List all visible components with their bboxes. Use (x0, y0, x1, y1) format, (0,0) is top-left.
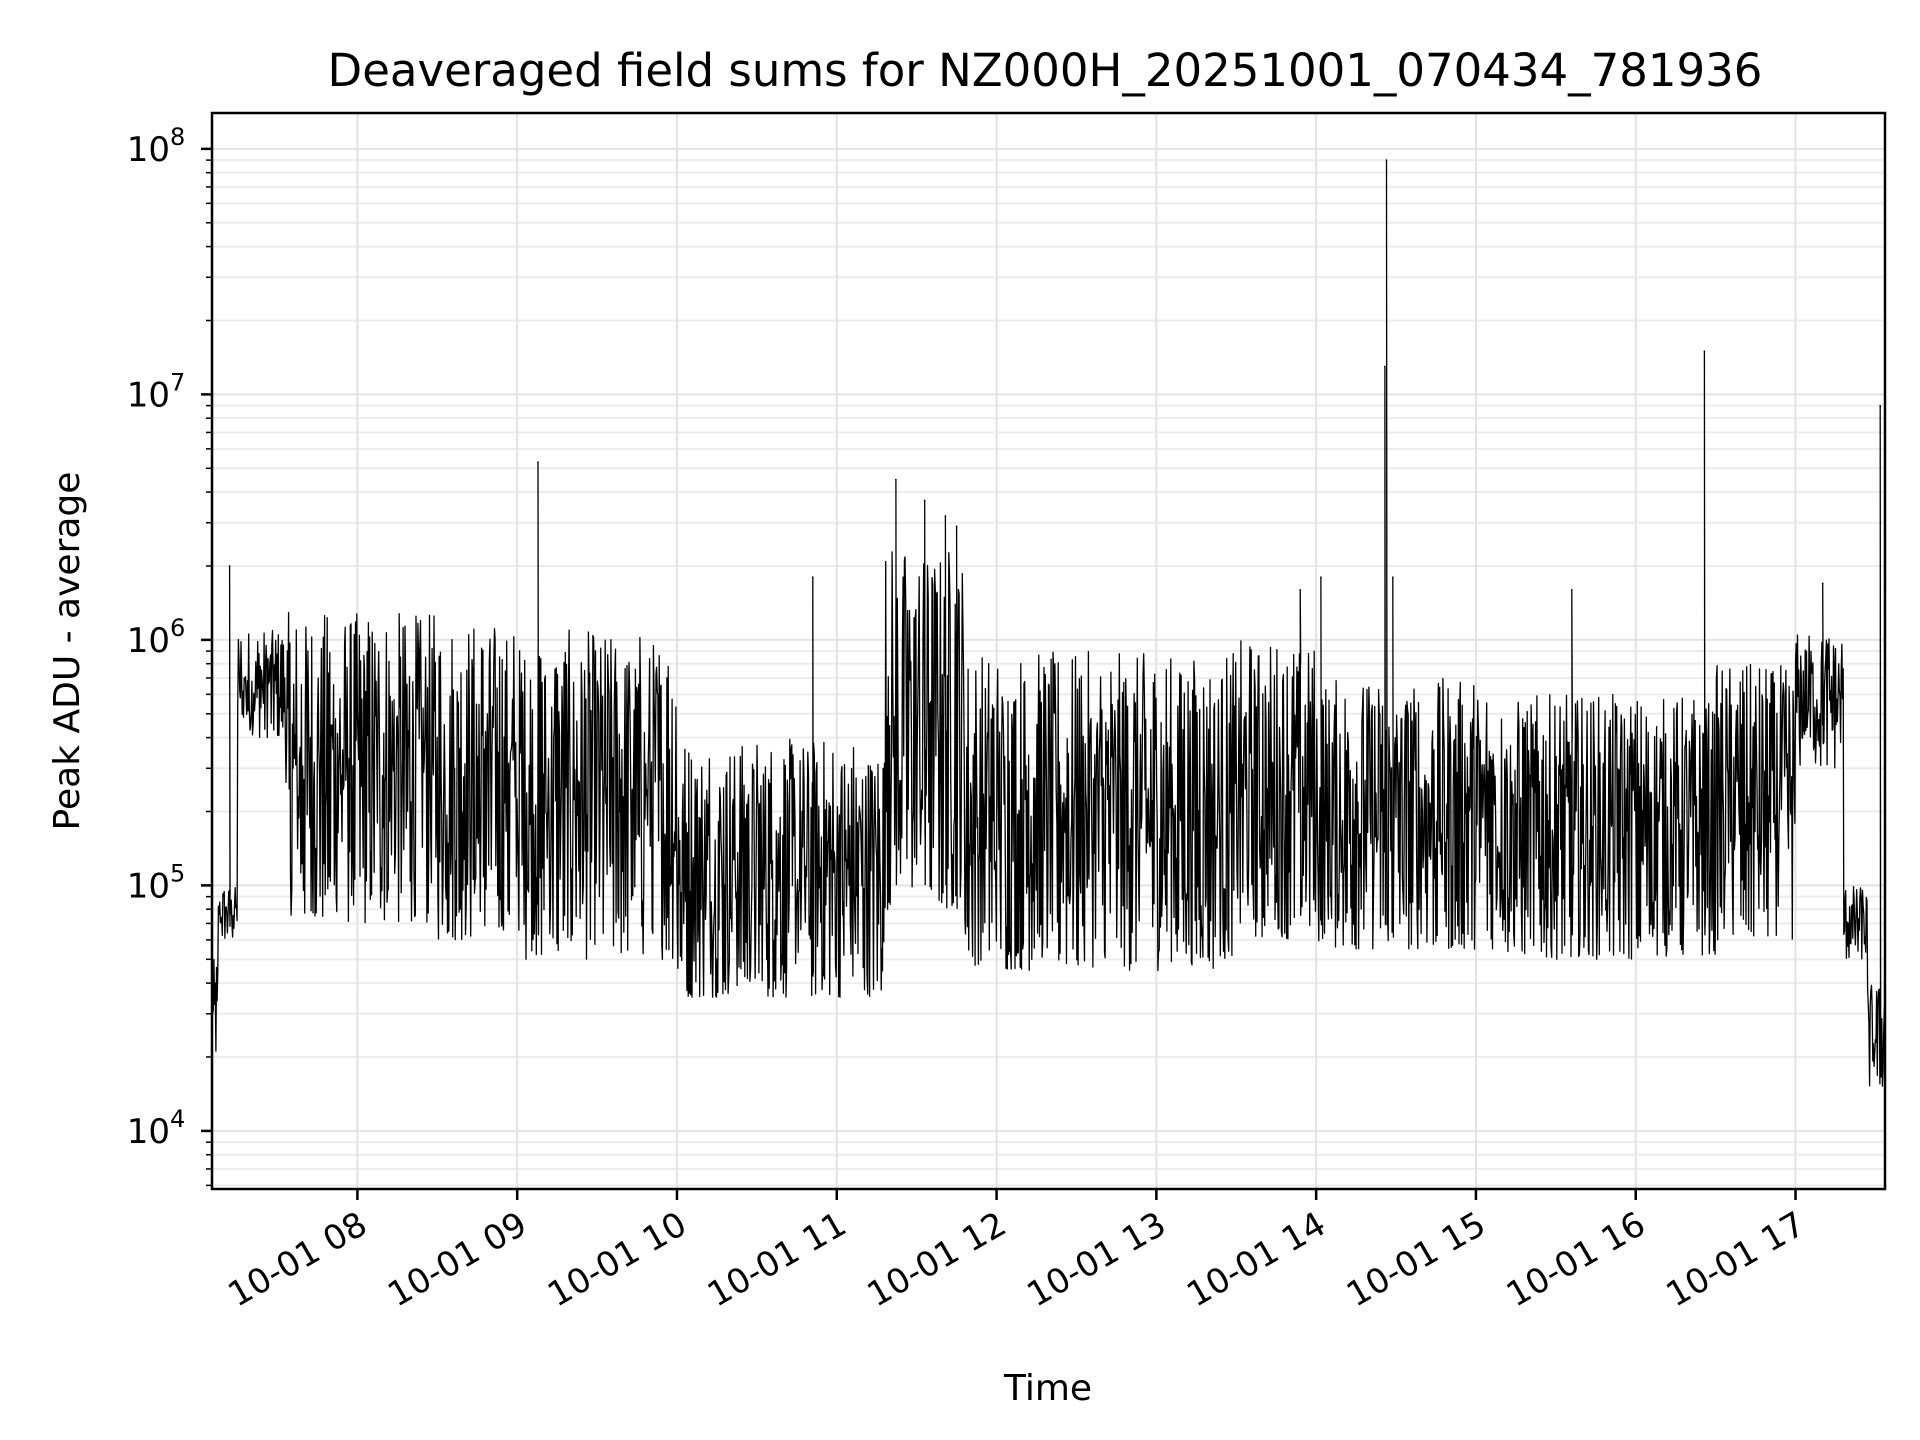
spike-point (1384, 365, 1386, 368)
spike-point (1821, 582, 1824, 585)
spike-point (1879, 404, 1882, 407)
y-tick-exponent: 6 (170, 614, 185, 642)
spike-point (1385, 159, 1388, 161)
spike-point (955, 525, 958, 528)
y-tick-base: 10 (127, 375, 170, 415)
series-line-field-sums (211, 159, 1886, 1087)
spike-point (228, 565, 231, 567)
spike-point (1299, 588, 1301, 591)
series-layer (211, 159, 1886, 1087)
spike-point (537, 461, 539, 463)
y-axis-label: Peak ADU - average (47, 472, 88, 831)
spike-point (1703, 350, 1706, 352)
spike-point (944, 515, 947, 517)
y-tick-base: 10 (127, 130, 170, 170)
y-tick-label: 106 (127, 614, 186, 661)
spike-point (1320, 576, 1322, 579)
y-tick-exponent: 8 (170, 123, 185, 151)
spike-point (923, 499, 926, 502)
y-tick-label: 104 (127, 1105, 186, 1152)
spike-point (1571, 588, 1573, 591)
y-tick-exponent: 7 (170, 368, 185, 396)
y-tick-label: 107 (127, 368, 186, 415)
y-tick-base: 10 (127, 866, 170, 906)
y-tick-exponent: 5 (170, 859, 185, 887)
y-tick-base: 10 (127, 621, 170, 661)
y-tick-label: 105 (127, 859, 186, 906)
y-tick-base: 10 (127, 1112, 170, 1152)
y-tick-label: 108 (127, 123, 186, 170)
y-tick-exponent: 4 (170, 1105, 185, 1133)
spike-point (1392, 576, 1394, 579)
spike-point (812, 576, 814, 579)
spike-point (895, 478, 897, 481)
chart-title: Deaveraged field sums for NZ000H_2025100… (328, 44, 1763, 97)
x-axis-label: Time (1003, 1368, 1092, 1409)
